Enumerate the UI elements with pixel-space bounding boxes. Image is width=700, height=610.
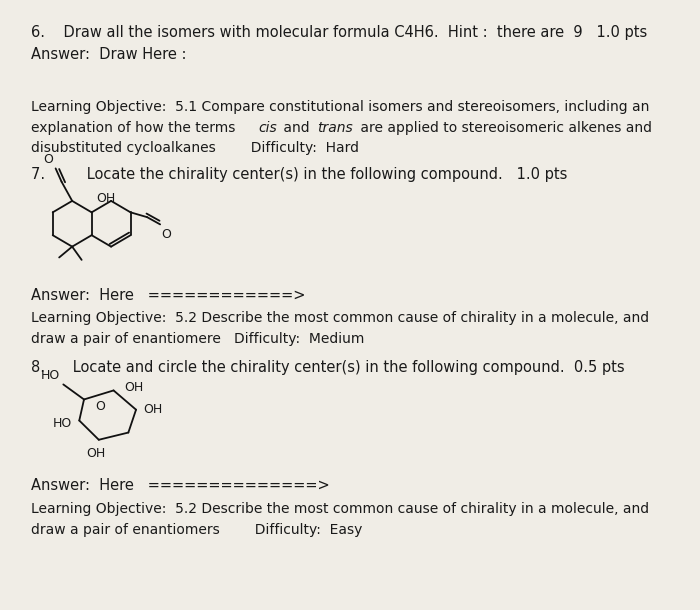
- Text: 7.         Locate the chirality center(s) in the following compound.   1.0 pts: 7. Locate the chirality center(s) in the…: [31, 167, 567, 182]
- Text: O: O: [43, 153, 53, 166]
- Text: O: O: [95, 400, 105, 413]
- Text: are applied to stereoisomeric alkenes and: are applied to stereoisomeric alkenes an…: [356, 121, 652, 135]
- Text: Learning Objective:  5.2 Describe the most common cause of chirality in a molecu: Learning Objective: 5.2 Describe the mos…: [31, 502, 649, 515]
- Text: cis: cis: [258, 121, 277, 135]
- Text: draw a pair of enantiomere   Difficulty:  Medium: draw a pair of enantiomere Difficulty: M…: [31, 332, 364, 346]
- Text: HO: HO: [41, 369, 60, 382]
- Text: OH: OH: [143, 403, 162, 416]
- Text: 8.      Locate and circle the chirality center(s) in the following compound.  0.: 8. Locate and circle the chirality cente…: [31, 361, 624, 375]
- Text: HO: HO: [53, 417, 72, 430]
- Text: trans: trans: [317, 121, 353, 135]
- Text: OH: OH: [97, 192, 116, 205]
- Text: 6.    Draw all the isomers with molecular formula C4H6.  Hint :  there are  9   : 6. Draw all the isomers with molecular f…: [31, 25, 647, 40]
- Text: Answer:  Here   ==============>: Answer: Here ==============>: [31, 478, 330, 493]
- Text: draw a pair of enantiomers        Difficulty:  Easy: draw a pair of enantiomers Difficulty: E…: [31, 523, 362, 537]
- Text: O: O: [161, 228, 172, 241]
- Text: OH: OH: [86, 447, 106, 460]
- Text: OH: OH: [124, 381, 144, 394]
- Text: explanation of how the terms: explanation of how the terms: [31, 121, 239, 135]
- Text: Learning Objective:  5.2 Describe the most common cause of chirality in a molecu: Learning Objective: 5.2 Describe the mos…: [31, 311, 649, 325]
- Text: disubstituted cycloalkanes        Difficulty:  Hard: disubstituted cycloalkanes Difficulty: H…: [31, 142, 359, 156]
- Text: Answer:  Here   ============>: Answer: Here ============>: [31, 288, 305, 303]
- Text: Answer:  Draw Here :: Answer: Draw Here :: [31, 48, 186, 62]
- Text: Learning Objective:  5.1 Compare constitutional isomers and stereoisomers, inclu: Learning Objective: 5.1 Compare constitu…: [31, 101, 649, 115]
- Text: and: and: [279, 121, 314, 135]
